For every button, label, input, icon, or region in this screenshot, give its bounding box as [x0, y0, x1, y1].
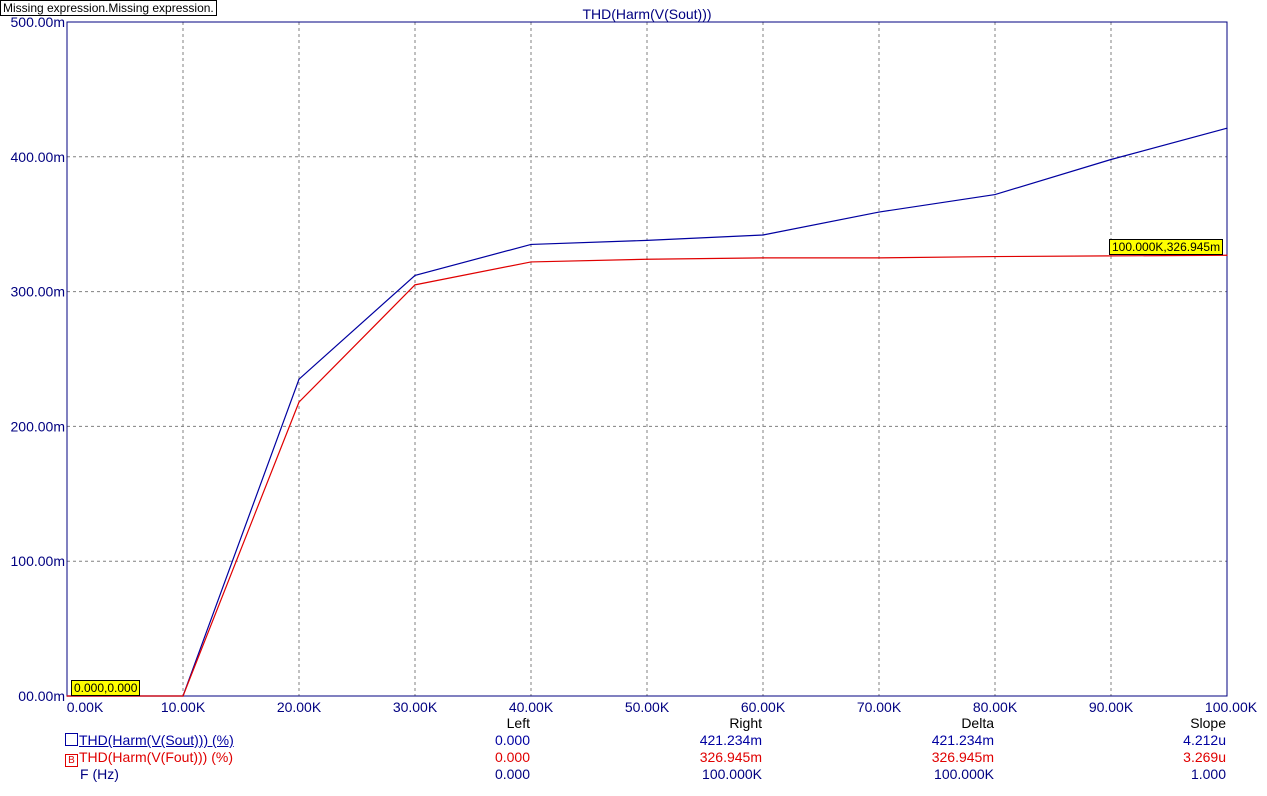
data-point-fout — [530, 261, 532, 263]
value-delta: 421.234m — [931, 732, 994, 748]
value-left: 0.000 — [494, 766, 530, 782]
header-slope: Slope — [1190, 715, 1226, 731]
data-point-fout — [1110, 255, 1112, 257]
x-axis-ticks: 0.00K 10.00K 20.00K 30.00K 40.00K 50.00K 60.00… — [67, 699, 1258, 715]
expression-box[interactable]: Missing expression.Missing expression. — [0, 0, 217, 16]
data-point-fout — [182, 695, 184, 697]
y-tick-label: 500.00m — [11, 14, 65, 30]
data-point-fout — [1226, 254, 1228, 256]
y-tick-label: 100.00m — [11, 553, 65, 569]
y-axis-ticks: 00.00m 100.00m 200.00m 300.00m 400.00m 500.00… — [11, 14, 65, 704]
x-tick-label: 50.00K — [625, 699, 670, 715]
x-tick-label: 0.00K — [67, 699, 104, 715]
value-left: 0.000 — [494, 732, 530, 748]
header-delta: Delta — [961, 715, 994, 731]
data-point-fout — [414, 284, 416, 286]
legend-x-variable: F (Hz) — [80, 766, 119, 782]
value-delta: 100.000K — [934, 766, 994, 782]
legend-series-fout[interactable]: B THD(Harm(V(Fout))) (%) — [65, 749, 233, 767]
data-point-sout — [994, 193, 996, 196]
data-point-fout — [646, 258, 648, 260]
data-point-fout — [298, 401, 300, 403]
legend-label: THD(Harm(V(Sout))) (%) — [79, 732, 234, 748]
readout-row: THD(Harm(V(Sout))) (%) 0.000 421.234m 42… — [0, 732, 1267, 749]
data-point-fout — [762, 257, 764, 259]
value-right: 326.945m — [699, 749, 762, 765]
readout-row: B THD(Harm(V(Fout))) (%) 0.000 326.945m 3… — [0, 749, 1267, 767]
x-tick-label: 10.00K — [161, 699, 206, 715]
grid-lines — [67, 22, 1227, 696]
data-point-sout — [414, 274, 416, 277]
data-point-sout — [298, 378, 300, 380]
series-marker-icon: B — [65, 754, 78, 767]
value-right: 100.000K — [702, 766, 762, 782]
value-delta: 326.945m — [931, 749, 994, 765]
legend-series-sout[interactable]: THD(Harm(V(Sout))) (%) — [65, 732, 234, 748]
y-tick-label: 300.00m — [11, 284, 65, 300]
x-tick-label: 60.00K — [741, 699, 786, 715]
plot-frame — [66, 21, 1228, 697]
y-tick-label: 400.00m — [11, 149, 65, 165]
legend-label: THD(Harm(V(Fout))) (%) — [79, 749, 233, 765]
data-point-fout — [66, 695, 68, 697]
value-slope: 3.269u — [1183, 749, 1226, 765]
right-cursor-label[interactable]: 100.000K,326.945m — [1109, 239, 1224, 255]
legend-label: F (Hz) — [80, 766, 119, 782]
value-right: 421.234m — [699, 732, 762, 748]
x-tick-label: 100.00K — [1205, 699, 1258, 715]
left-cursor-label[interactable]: 0.000,0.000 — [71, 680, 141, 696]
value-slope: 4.212u — [1183, 732, 1226, 748]
x-tick-label: 90.00K — [1089, 699, 1134, 715]
data-point-sout — [878, 211, 880, 213]
x-tick-label: 80.00K — [973, 699, 1018, 715]
y-tick-label: 00.00m — [18, 688, 65, 704]
data-point-fout — [994, 255, 996, 258]
series-marker-icon — [65, 733, 78, 746]
chart-title: THD(Harm(V(Sout))) — [582, 6, 711, 22]
data-point-sout — [1110, 158, 1112, 161]
data-point-sout — [1226, 127, 1228, 129]
x-tick-label: 30.00K — [393, 699, 438, 715]
value-left: 0.000 — [494, 749, 530, 765]
header-left: Left — [506, 715, 530, 731]
data-point-sout — [646, 239, 648, 241]
series-group — [66, 127, 1228, 697]
x-tick-label: 40.00K — [509, 699, 554, 715]
readout-row: F (Hz) 0.000 100.000K 100.000K 1.000 — [0, 766, 1267, 783]
header-right: Right — [729, 715, 762, 731]
y-tick-label: 200.00m — [11, 418, 65, 434]
x-tick-label: 20.00K — [277, 699, 322, 715]
data-point-sout — [762, 234, 764, 236]
data-point-sout — [530, 243, 532, 246]
value-slope: 1.000 — [1190, 766, 1226, 782]
data-point-fout — [878, 257, 880, 259]
x-tick-label: 70.00K — [857, 699, 902, 715]
